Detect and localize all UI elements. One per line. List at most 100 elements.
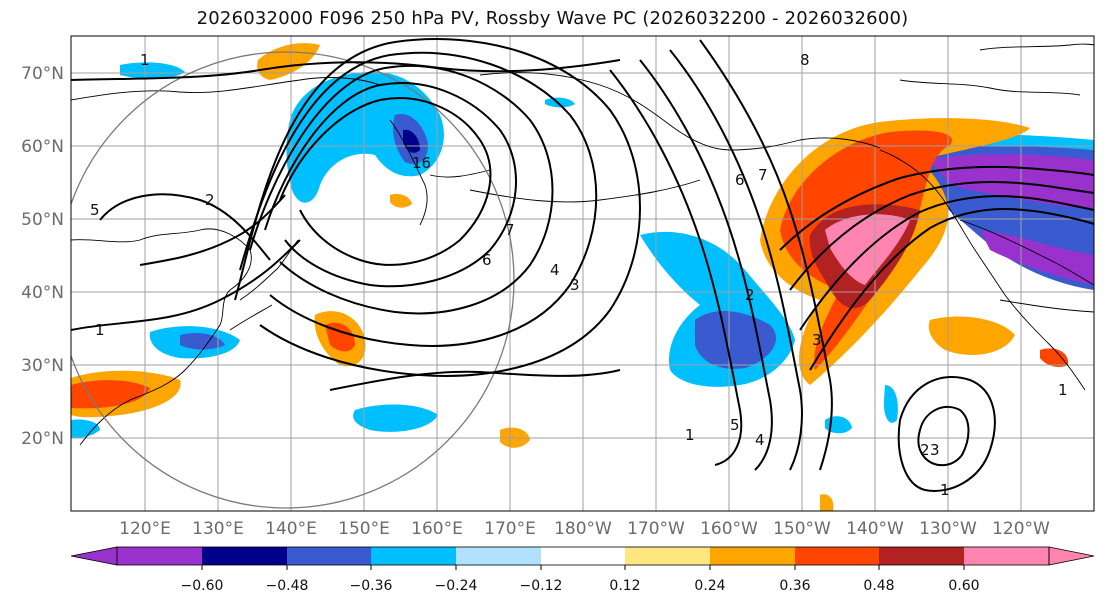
contour-label-1-southeast: 1 (940, 481, 950, 499)
colorbar-tick-label-6: 0.12 (609, 578, 640, 594)
lon-label-160e: 160°E (411, 519, 463, 539)
latitude-labels: 70°N 60°N 50°N 40°N 30°N 20°N (21, 64, 64, 449)
colorbar-tick-label-4: −0.24 (435, 578, 478, 594)
colorbar-tick-label-1: −0.60 (181, 578, 224, 594)
negative-anomaly-ne-core2 (980, 230, 1094, 285)
colorbar-frame (116, 546, 1050, 566)
coastline-arctic (979, 43, 1094, 51)
colorbar-extend-left (70, 546, 118, 566)
colorbar-tick-label-9: 0.48 (863, 578, 894, 594)
colorbar-tick-label-3: −0.36 (350, 578, 393, 594)
negative-anomaly-small-6 (71, 419, 100, 438)
negative-anomaly-japan-core (180, 333, 225, 350)
colorbar-seg-2 (202, 547, 287, 565)
contour-ridge-d (239, 51, 598, 347)
contour-label-16: 16 (412, 154, 431, 172)
negative-anomaly-small-4 (883, 385, 898, 423)
pv-contours (71, 38, 1094, 492)
lat-label-50: 50°N (21, 210, 64, 230)
reference-circle (71, 51, 515, 509)
colorbar-seg-8 (710, 547, 795, 565)
contour-south-west (329, 369, 621, 391)
contour-trough-a (609, 69, 743, 466)
colorbar-seg-10 (879, 547, 964, 565)
longitude-labels: 120°E 130°E 140°E 150°E 160°E 170°E 180°… (119, 519, 1050, 539)
contour-label-2-trough: 2 (745, 286, 755, 304)
colorbar-tick-label-8: 0.36 (779, 578, 810, 594)
lon-label-140w: 140°W (846, 519, 904, 539)
colorbar-extend-right (1048, 546, 1095, 566)
contour-label-4: 4 (550, 261, 560, 279)
colorbar-seg-11 (964, 547, 1049, 565)
lon-label-120e: 120°E (119, 519, 171, 539)
contour-label-2-south: 2 (920, 441, 930, 459)
contour-label-4-south: 4 (755, 431, 765, 449)
colorbar-tick-label-7: 0.24 (694, 578, 725, 594)
contour-trough-d (699, 39, 833, 471)
lon-label-150w: 150°W (773, 519, 831, 539)
contour-label-3-ne: 3 (812, 331, 822, 349)
colorbar-ticks (201, 565, 965, 570)
colorbar-seg-6 (541, 547, 625, 565)
positive-anomaly-wpac-core (325, 322, 355, 352)
contour-label-5-south: 5 (730, 416, 740, 434)
contour-ne-d (809, 208, 1094, 371)
contour-ne-c (799, 195, 1094, 331)
lon-label-130w: 130°W (919, 519, 977, 539)
colorbar-seg-5 (456, 547, 541, 565)
coastline-aleutians (469, 179, 701, 203)
negative-anomaly-small-2 (120, 62, 185, 79)
contour-label-7-ne: 7 (758, 166, 768, 184)
contour-south-loop (897, 375, 996, 492)
positive-anomaly-small-5 (390, 194, 412, 208)
contour-label-1-south: 1 (685, 426, 695, 444)
lon-label-160w: 160°W (700, 519, 758, 539)
lon-label-150e: 150°E (338, 519, 390, 539)
contour-label-2-asia: 2 (205, 191, 215, 209)
contour-label-7: 7 (505, 221, 515, 239)
positive-anomaly-small-3 (928, 316, 1015, 355)
colorbar-tick-label-5: −0.12 (520, 578, 563, 594)
lon-label-170w: 170°W (627, 519, 685, 539)
colorbar-seg-3 (287, 547, 371, 565)
contour-ridge-a (279, 97, 492, 266)
map-title: 2026032000 F096 250 hPa PV, Rossby Wave … (196, 8, 909, 29)
contour-label-6: 6 (482, 251, 492, 269)
contour-ne-a (779, 165, 1094, 251)
contour-label-1-north: 1 (140, 51, 150, 69)
colorbar-tick-label-10: 0.60 (948, 578, 979, 594)
contour-south-loop-inner (917, 405, 970, 467)
contour-1-west (71, 239, 301, 331)
lon-label-130e: 130°E (192, 519, 244, 539)
colorbar: −0.60 −0.48 −0.36 −0.24 −0.12 0.12 0.24 … (70, 546, 1095, 594)
lon-label-180w: 180°W (554, 519, 612, 539)
contour-ridge-b (264, 82, 517, 288)
colorbar-seg-4 (371, 547, 456, 565)
positive-anomaly-west-core (71, 380, 150, 409)
contour-ridge-c (249, 64, 554, 315)
lon-label-120w: 120°W (992, 519, 1050, 539)
contour-label-6-ne: 6 (735, 171, 745, 189)
lon-label-140e: 140°E (265, 519, 317, 539)
lat-label-30: 30°N (21, 356, 64, 376)
lon-label-170e: 170°E (484, 519, 536, 539)
negative-anomaly-small-3 (545, 97, 575, 108)
contour-label-1-east: 1 (1058, 381, 1068, 399)
positive-anomaly-small-6 (820, 494, 834, 511)
colorbar-tick-label-2: −0.48 (266, 578, 309, 594)
colorbar-seg-1 (117, 547, 202, 565)
contour-1-north (71, 59, 621, 81)
colorbar-seg-9 (795, 547, 879, 565)
colorbar-seg-7 (625, 547, 710, 565)
lat-label-20: 20°N (21, 429, 64, 449)
contour-trough-c (669, 49, 803, 471)
lat-label-70: 70°N (21, 64, 64, 84)
contour-labels: 1 2 3 4 5 6 7 8 16 1 2 3 4 5 6 7 1 2 3 1… (90, 51, 1068, 499)
negative-anomaly-small-1 (353, 404, 438, 432)
positive-anomaly-small-4 (1040, 348, 1069, 368)
coastline-kamchatka (389, 119, 491, 226)
contour-label-3: 3 (570, 276, 580, 294)
lat-label-40: 40°N (21, 283, 64, 303)
contour-label-8: 8 (800, 51, 810, 69)
